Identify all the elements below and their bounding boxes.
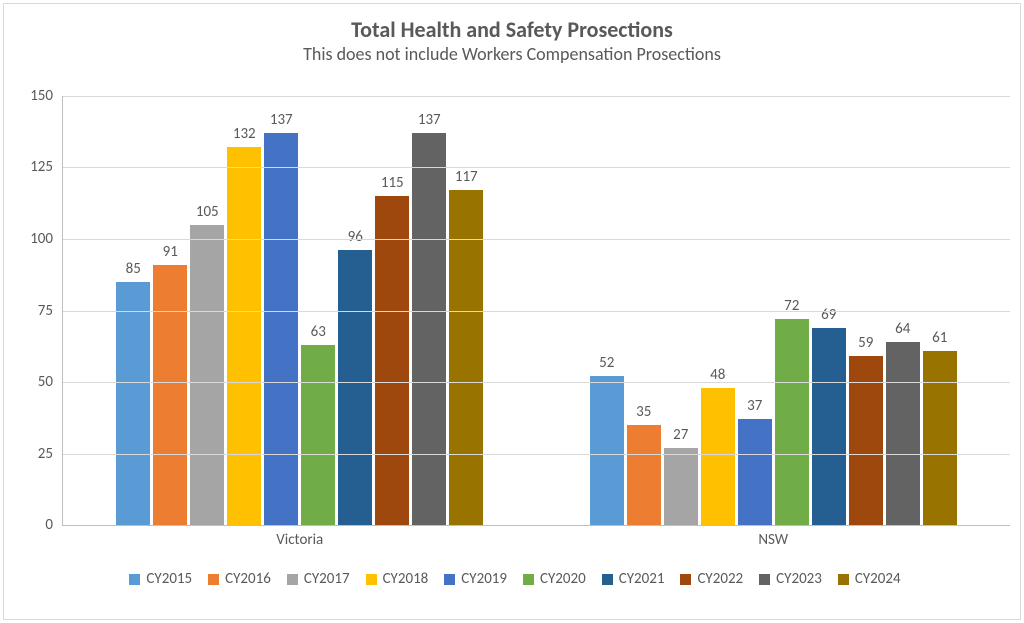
bar: 27 [664,448,698,525]
bar: 85 [116,282,150,525]
bar-value-label: 37 [747,397,762,419]
category-label: Victoria [63,525,537,549]
bar: 37 [738,419,772,525]
gridline [63,239,1010,240]
bar: 63 [301,345,335,525]
legend-swatch [287,574,298,585]
legend-label: CY2023 [776,570,822,588]
bar: 35 [627,425,661,525]
legend-item: CY2024 [838,570,901,588]
chart-frame: Total Health and Safety Prosections This… [3,3,1021,620]
legend-label: CY2016 [225,570,271,588]
legend: CY2015 CY2016 CY2017 CY2018 CY2019 CY2020 CY20… [26,570,1004,588]
bar-value-label: 137 [418,111,441,133]
bar: 52 [590,376,624,525]
bar: 48 [701,388,735,525]
bar-value-label: 61 [932,329,947,351]
bar: 132 [227,147,261,525]
legend-swatch [444,574,455,585]
legend-label: CY2015 [146,570,192,588]
legend-label: CY2022 [697,570,743,588]
legend-item: CY2019 [444,570,507,588]
legend-label: CY2017 [304,570,350,588]
bar: 91 [153,265,187,525]
legend-swatch [602,574,613,585]
category-label: NSW [537,525,1011,549]
bar-value-label: 63 [311,323,326,345]
title-block: Total Health and Safety Prosections This… [4,4,1020,65]
plot-area-wrapper: 85911051321376396115137117Victoria523527… [62,96,1010,526]
legend-item: CY2017 [287,570,350,588]
legend-item: CY2020 [523,570,586,588]
gridline [63,382,1010,383]
bar: 61 [923,351,957,525]
bar-value-label: 72 [784,297,799,319]
legend-label: CY2020 [540,570,586,588]
chart-title: Total Health and Safety Prosections [4,16,1020,43]
bar-value-label: 117 [455,168,478,190]
plot-area: 85911051321376396115137117Victoria523527… [62,96,1010,526]
chart-subtitle: This does not include Workers Compensati… [4,43,1020,65]
bar-value-label: 52 [599,354,614,376]
bar-value-label: 91 [163,243,178,265]
legend-item: CY2022 [680,570,743,588]
ytick-label: 0 [45,516,63,534]
gridline [63,311,1010,312]
bar: 64 [886,342,920,525]
bar-value-label: 115 [381,174,404,196]
legend-swatch [838,574,849,585]
legend-label: CY2021 [619,570,665,588]
legend-item: CY2021 [602,570,665,588]
ytick-label: 100 [30,230,63,248]
bar-value-label: 69 [821,306,836,328]
bar: 137 [264,133,298,525]
legend-swatch [208,574,219,585]
bar-value-label: 48 [710,366,725,388]
legend-label: CY2018 [383,570,429,588]
ytick-label: 75 [38,302,63,320]
gridline [63,167,1010,168]
legend-label: CY2024 [855,570,901,588]
legend-swatch [366,574,377,585]
bar-value-label: 132 [233,125,256,147]
legend-item: CY2023 [759,570,822,588]
bar: 137 [412,133,446,525]
legend-item: CY2016 [208,570,271,588]
bar-value-label: 35 [636,403,651,425]
ytick-label: 50 [38,373,63,391]
gridline [63,96,1010,97]
bar-value-label: 137 [270,111,293,133]
bar: 115 [375,196,409,525]
legend-swatch [680,574,691,585]
bar-value-label: 85 [126,260,141,282]
gridline [63,454,1010,455]
bar: 69 [812,328,846,525]
bar-value-label: 64 [895,320,910,342]
legend-item: CY2015 [129,570,192,588]
bar: 72 [775,319,809,525]
legend-item: CY2018 [366,570,429,588]
bar-value-label: 27 [673,426,688,448]
bar-value-label: 59 [858,334,873,356]
ytick-label: 25 [38,445,63,463]
ytick-label: 125 [30,158,63,176]
legend-swatch [759,574,770,585]
ytick-label: 150 [30,87,63,105]
legend-swatch [523,574,534,585]
bar: 117 [449,190,483,525]
legend-label: CY2019 [461,570,507,588]
bar: 105 [190,225,224,525]
legend-swatch [129,574,140,585]
bar-value-label: 105 [196,203,219,225]
bar: 96 [338,250,372,525]
